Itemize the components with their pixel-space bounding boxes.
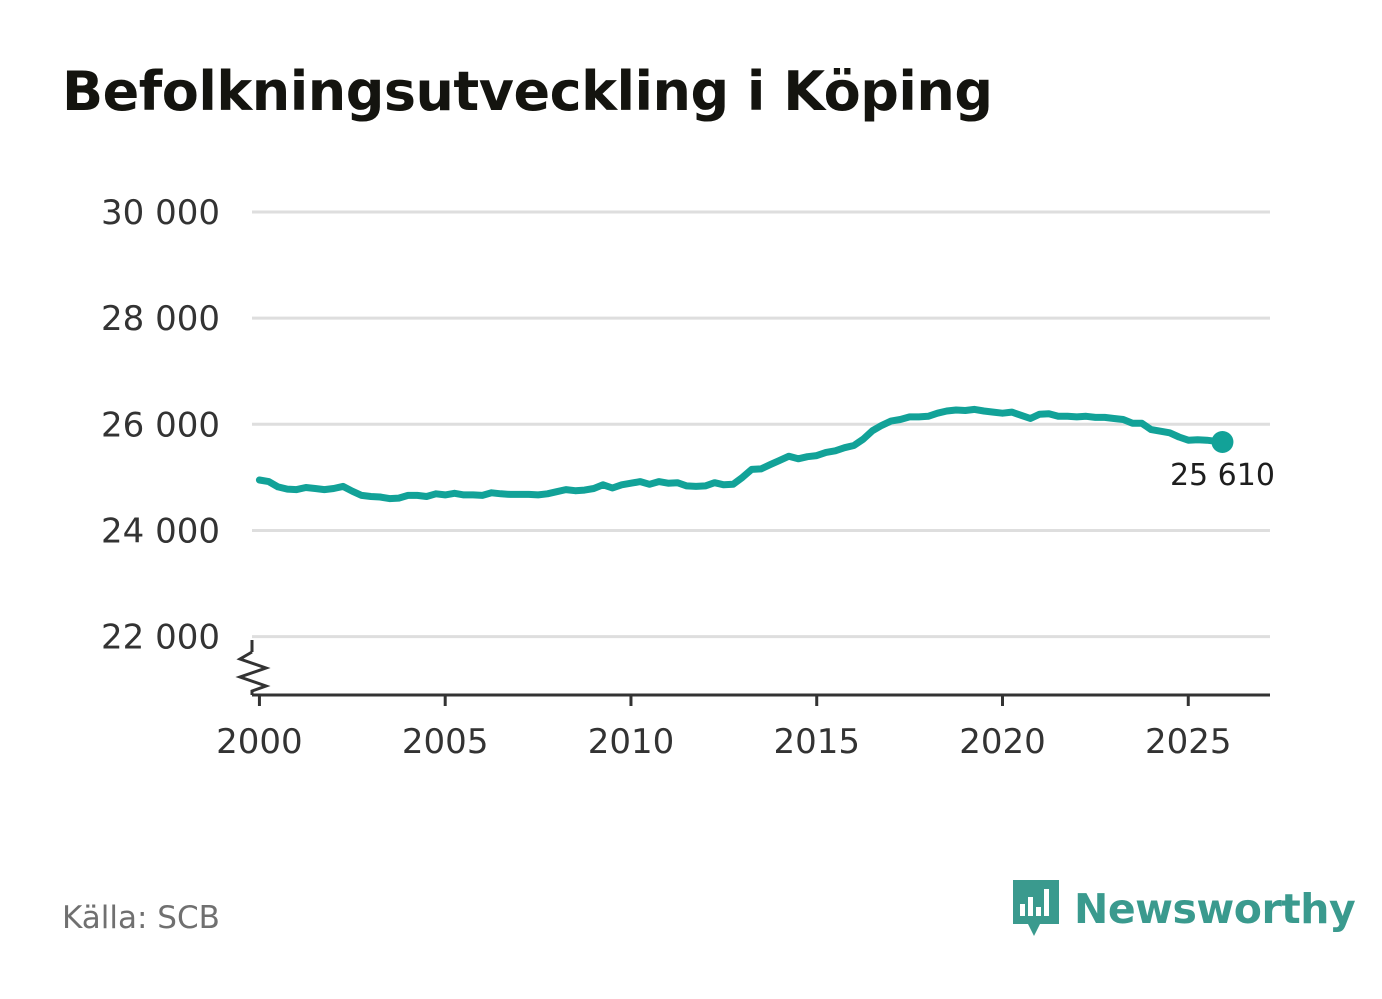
brand-logo[interactable]: Newsworthy (1010, 878, 1356, 940)
series-line (255, 405, 1226, 503)
y-tick-label: 22 000 (101, 618, 220, 658)
annotation-layer: 25 610 (1170, 458, 1275, 493)
y-tick-label: 28 000 (101, 299, 220, 339)
x-tick-label: 2005 (402, 722, 489, 762)
brand-name: Newsworthy (1074, 885, 1356, 933)
x-tick-label: 2000 (216, 722, 303, 762)
y-tick-label: 24 000 (101, 511, 220, 551)
x-tick-label: 2015 (773, 722, 860, 762)
end-value-label: 25 610 (1170, 458, 1275, 493)
x-axis: 2000 2005 2010 2015 2020 2025 (216, 640, 1270, 762)
y-tick-label: 30 000 (101, 193, 220, 233)
source-note: Källa: SCB (62, 900, 220, 936)
series-layer (255, 405, 1234, 503)
x-tick-label: 2020 (959, 722, 1046, 762)
newsworthy-bar-chart-icon (1013, 880, 1059, 936)
grid-lines (252, 210, 1270, 639)
end-point-marker (1211, 431, 1234, 454)
x-tick-label: 2025 (1145, 722, 1232, 762)
axis-break-icon (235, 650, 271, 695)
y-axis-tick-labels: 22 000 24 000 26 000 28 000 30 000 (101, 193, 220, 658)
page-title: Befolkningsutveckling i Köping (62, 60, 993, 123)
y-tick-label: 26 000 (101, 405, 220, 445)
x-tick-label: 2010 (588, 722, 675, 762)
